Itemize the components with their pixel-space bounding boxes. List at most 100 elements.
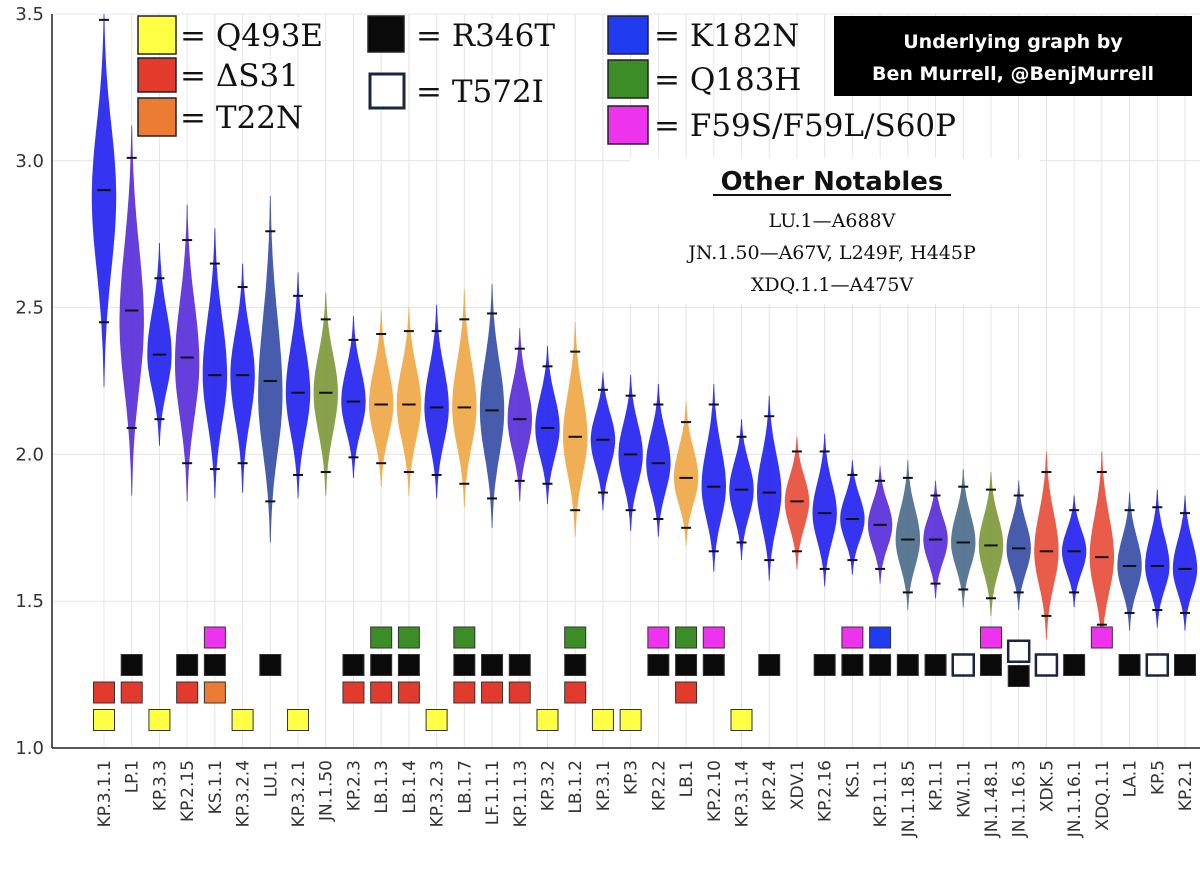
violin-KP.2.2 xyxy=(646,383,671,537)
mutation-marker-r346t xyxy=(120,654,143,676)
mutation-marker-ds31 xyxy=(508,681,531,704)
mutation-marker-ds31 xyxy=(93,681,115,704)
violin-XDQ.1.1 xyxy=(1089,451,1114,649)
mutation-marker-r346t xyxy=(481,654,504,676)
violin-JN.1.18.5 xyxy=(895,460,920,610)
x-tick-label: KP.2.16 xyxy=(816,760,836,822)
x-tick-label: XDV.1 xyxy=(788,760,808,810)
mutation-marker-r346t xyxy=(924,654,947,676)
violin-KP.3.2.1 xyxy=(285,272,311,499)
violin-XDK.5 xyxy=(1034,451,1059,640)
mutation-marker-ds31 xyxy=(453,681,476,704)
legend-swatch-k182n xyxy=(607,15,649,55)
mutation-markers xyxy=(93,626,1196,731)
x-tick-label: LP.1 xyxy=(123,760,143,793)
legend-item-t572i: = T572I xyxy=(368,72,544,110)
violin-LB.1.4 xyxy=(396,307,422,496)
x-tick-label: LB.1.2 xyxy=(566,760,586,814)
mutation-marker-ds31 xyxy=(481,681,504,704)
x-tick-label: KP.3 xyxy=(622,760,642,795)
axes xyxy=(51,14,1200,749)
mutation-marker-r346t xyxy=(675,654,698,676)
mutation-marker-r346t xyxy=(397,654,420,676)
x-tick-label: LB.1 xyxy=(677,760,697,797)
x-tick-label: KP.3.2.3 xyxy=(428,760,448,827)
legend-swatch-ds31 xyxy=(137,57,177,93)
x-tick-label: KP.3.2 xyxy=(538,760,558,811)
x-tick-label: KP.2.15 xyxy=(178,760,198,822)
violin-JN.1.50 xyxy=(313,292,338,496)
legend-label-k182n: = K182N xyxy=(654,18,799,54)
legend-label-q493e: = Q493E xyxy=(180,18,323,54)
y-tick-labels: 1.0 1.5 2.0 2.5 3.0 3.5 xyxy=(15,4,44,759)
violin-KS.1.1 xyxy=(202,228,228,499)
violin-KP.3.1 xyxy=(590,372,616,511)
y-tick-label: 3.5 xyxy=(15,4,44,25)
y-tick-label: 1.5 xyxy=(15,591,44,612)
x-tick-label: KS.1 xyxy=(843,760,863,798)
legend-item-t22n: = T22N xyxy=(137,97,303,137)
legend-swatch-q183h xyxy=(607,59,649,99)
mutation-marker-f59 xyxy=(702,626,725,649)
notables-title: Other Notables xyxy=(721,167,944,197)
violin-KP.2.16 xyxy=(812,433,837,587)
credit-line-2: Ben Murrell, @BenjMurrell xyxy=(872,63,1154,85)
notables-line-1: LU.1—A688V xyxy=(769,210,896,232)
violin-LF.1.1.1 xyxy=(479,284,505,528)
violin-KP.3.3 xyxy=(147,243,172,446)
x-tick-label: JN.1.50 xyxy=(317,760,337,822)
mutation-marker-r346t xyxy=(813,654,836,676)
mutation-marker-t572i xyxy=(1145,653,1170,677)
x-tick-label: JN.1.18.5 xyxy=(899,760,919,838)
x-tick-label: JN.1.48.1 xyxy=(982,760,1002,838)
mutation-marker-r346t xyxy=(342,654,365,676)
legend-swatch-r346t xyxy=(367,15,405,53)
mutation-marker-f59 xyxy=(979,626,1002,649)
mutation-marker-r346t xyxy=(453,654,476,676)
mutation-marker-r346t xyxy=(508,654,531,676)
mutation-marker-r346t xyxy=(203,654,226,676)
violin-LA.1 xyxy=(1117,492,1142,631)
violin-LU.1 xyxy=(258,196,283,543)
x-tick-label: LB.1.3 xyxy=(372,760,392,814)
mutation-marker-f59 xyxy=(841,626,864,649)
mutation-marker-r346t xyxy=(1174,654,1196,676)
legend-item-f59: = F59S/F59L/S60P xyxy=(607,105,956,145)
mutation-marker-r346t xyxy=(758,654,781,676)
credit-background xyxy=(834,16,1192,96)
x-tick-label: KP.2.2 xyxy=(649,760,669,811)
x-tick-label: KP.3.2.4 xyxy=(234,760,254,827)
mutation-marker-t22n xyxy=(203,681,226,704)
x-tick-label: KP.3.2.1 xyxy=(289,760,309,827)
y-tick-label: 3.0 xyxy=(15,151,44,172)
x-tick-label: KP.3.1.1 xyxy=(95,760,115,827)
legend-label-t572i: = T572I xyxy=(416,74,544,110)
violin-KP.3.2.3 xyxy=(424,304,449,499)
credit-line-1: Underlying graph by xyxy=(903,31,1123,53)
x-tick-label: LB.1.7 xyxy=(455,760,475,814)
notables-background xyxy=(630,158,1040,304)
x-tick-label: KP.2.3 xyxy=(344,760,364,811)
mutation-marker-q493e xyxy=(425,709,448,731)
mutation-marker-q493e xyxy=(148,709,171,731)
violin-KW.1.1 xyxy=(951,469,976,608)
mutation-marker-q183h xyxy=(370,626,393,649)
violin-LB.1 xyxy=(673,401,699,546)
violin-KP.3.1.1 xyxy=(91,14,117,387)
notables-line-3: XDQ.1.1—A475V xyxy=(751,274,914,296)
legend-label-t22n: = T22N xyxy=(180,100,303,136)
legend-item-q183h: = Q183H xyxy=(607,59,801,99)
mutation-marker-r346t xyxy=(1007,665,1030,687)
mutation-marker-r346t xyxy=(259,654,282,676)
mutation-marker-q493e xyxy=(287,709,310,731)
violin-LB.1.3 xyxy=(369,310,394,487)
x-tick-label: LA.1 xyxy=(1121,760,1141,797)
legend-swatch-q493e xyxy=(137,15,177,55)
violin-KP.3.2.4 xyxy=(230,263,255,493)
x-tick-label: KP.1.1.3 xyxy=(511,760,531,827)
violin-KP.2.3 xyxy=(341,316,366,478)
mutation-marker-q493e xyxy=(93,709,115,731)
x-tick-label: KP.2.1 xyxy=(1176,760,1196,811)
violin-KP.2.10 xyxy=(701,383,726,572)
x-tick-label: JN.1.16.3 xyxy=(1010,760,1030,838)
